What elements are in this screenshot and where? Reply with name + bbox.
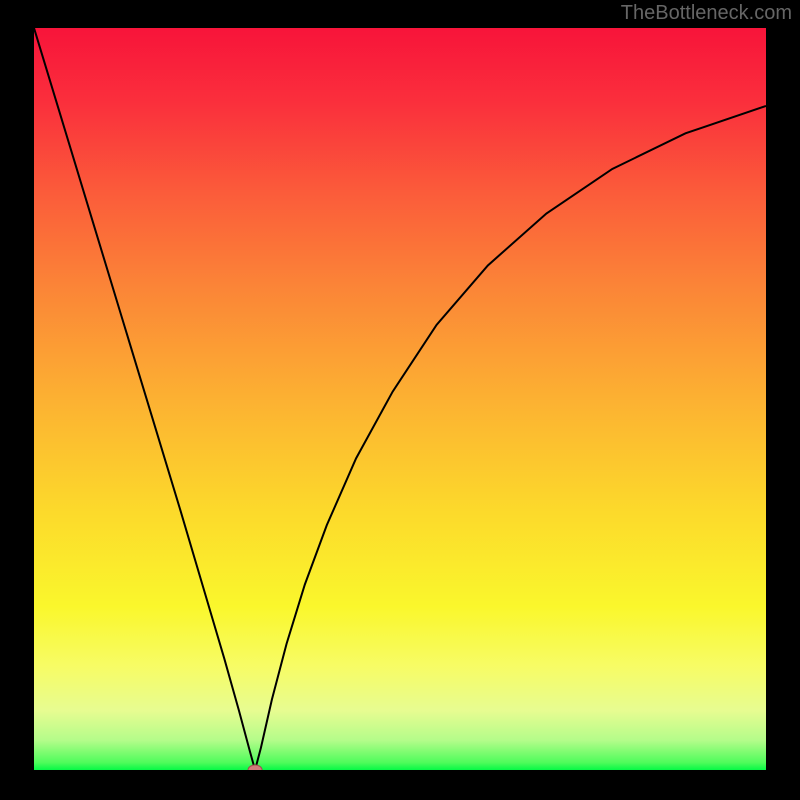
plot-background [34,28,766,770]
plot-svg [34,28,766,770]
watermark-text: TheBottleneck.com [621,2,792,25]
plot-area [34,28,766,770]
chart-container: TheBottleneck.com [0,0,800,800]
